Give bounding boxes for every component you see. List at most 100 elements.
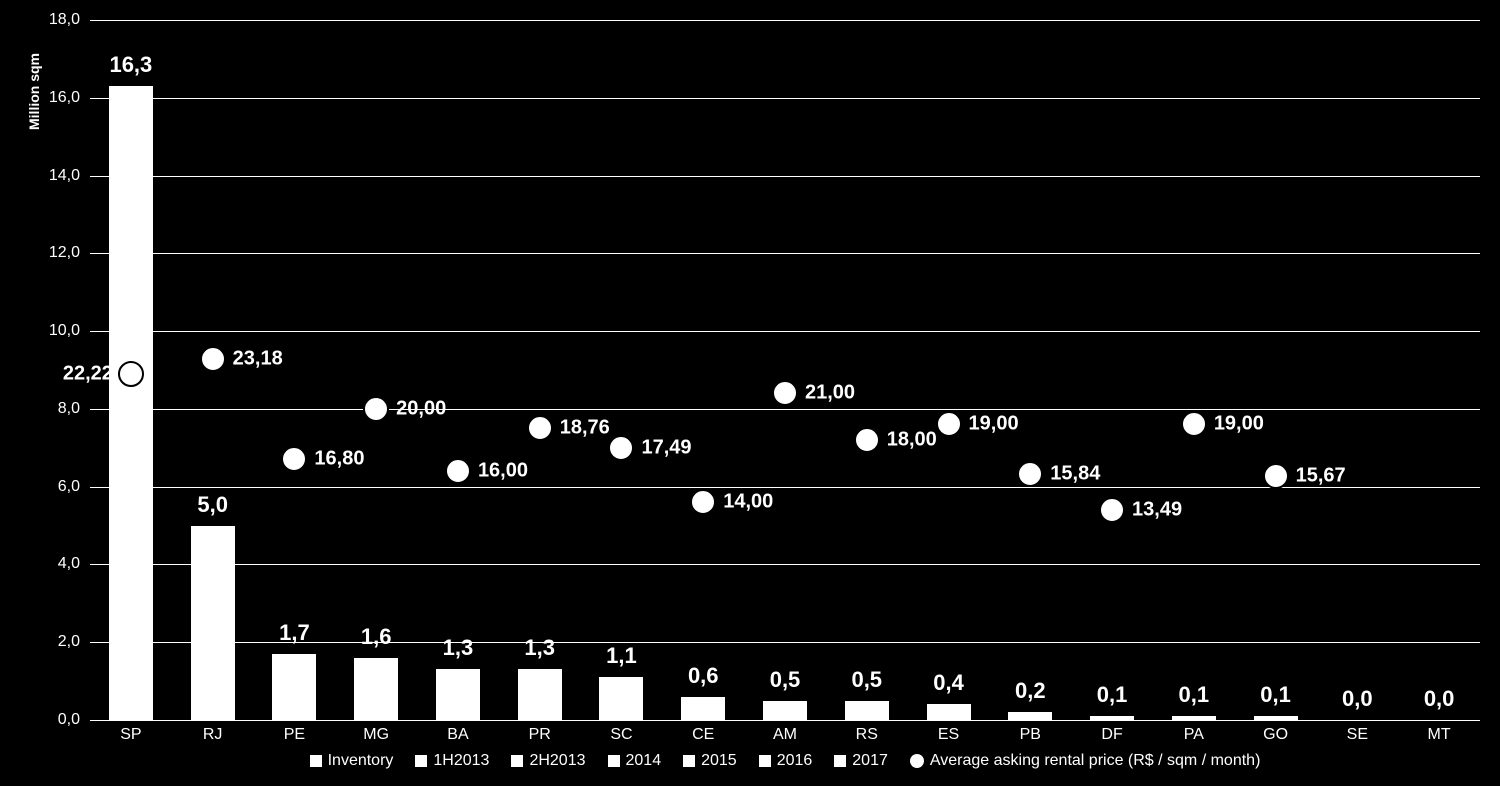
price-label: 15,67 — [1296, 465, 1346, 488]
bar-value-label: 0,1 — [1097, 682, 1128, 708]
legend-box-swatch — [834, 755, 846, 767]
bar-value-label: 0,0 — [1424, 686, 1455, 712]
bar — [1008, 712, 1052, 720]
price-marker — [527, 415, 553, 441]
price-marker — [1099, 497, 1125, 523]
x-tick-label: AM — [773, 726, 797, 744]
price-label: 22,22 — [63, 363, 113, 386]
bar — [191, 526, 235, 720]
legend-label: 2015 — [701, 752, 737, 770]
y-tick-label: 10,0 — [20, 322, 80, 340]
x-axis: SPRJPEMGBAPRSCCEAMRSESPBDFPAGOSEMT — [90, 720, 1480, 750]
price-label: 21,00 — [805, 382, 855, 405]
price-label: 18,76 — [560, 417, 610, 440]
y-tick-label: 6,0 — [20, 478, 80, 496]
bar-value-label: 5,0 — [197, 492, 228, 518]
price-label: 16,80 — [314, 447, 364, 470]
price-marker — [1017, 461, 1043, 487]
legend-item: 2016 — [759, 752, 813, 770]
price-label: 16,00 — [478, 460, 528, 483]
bar — [109, 86, 153, 720]
legend-label: 2017 — [852, 752, 888, 770]
y-tick-label: 2,0 — [20, 633, 80, 651]
y-tick-label: 16,0 — [20, 89, 80, 107]
chart-area: 0,02,04,06,08,010,012,014,016,018,016,35… — [90, 20, 1480, 720]
bar-value-label: 16,3 — [109, 52, 152, 78]
gridline — [90, 20, 1480, 21]
legend-label: 2016 — [777, 752, 813, 770]
y-tick-label: 12,0 — [20, 244, 80, 262]
bar-value-label: 0,1 — [1260, 682, 1291, 708]
x-tick-label: PB — [1020, 726, 1041, 744]
legend-item: 2015 — [683, 752, 737, 770]
price-marker — [854, 427, 880, 453]
bar-value-label: 1,3 — [524, 635, 555, 661]
price-marker — [1181, 411, 1207, 437]
x-tick-label: GO — [1263, 726, 1288, 744]
legend-box-swatch — [759, 755, 771, 767]
legend-label: 2H2013 — [529, 752, 585, 770]
price-label: 17,49 — [641, 436, 691, 459]
legend-box-swatch — [310, 755, 322, 767]
x-tick-label: RS — [856, 726, 878, 744]
y-tick-label: 8,0 — [20, 400, 80, 418]
bar — [272, 654, 316, 720]
x-tick-label: PE — [284, 726, 305, 744]
x-tick-label: BA — [447, 726, 468, 744]
price-marker — [1263, 463, 1289, 489]
legend-box-swatch — [511, 755, 523, 767]
legend-item: 2014 — [608, 752, 662, 770]
y-tick-label: 4,0 — [20, 555, 80, 573]
price-marker — [772, 380, 798, 406]
price-label: 13,49 — [1132, 499, 1182, 522]
bar — [763, 701, 807, 720]
bar-value-label: 0,5 — [851, 667, 882, 693]
bar-value-label: 0,4 — [933, 670, 964, 696]
price-label: 14,00 — [723, 491, 773, 514]
price-label: 20,00 — [396, 397, 446, 420]
price-label: 15,84 — [1050, 462, 1100, 485]
legend-item: 1H2013 — [415, 752, 489, 770]
legend-label: Inventory — [328, 752, 394, 770]
price-marker — [690, 489, 716, 515]
legend-item: 2017 — [834, 752, 888, 770]
gridline — [90, 176, 1480, 177]
bar-value-label: 0,2 — [1015, 678, 1046, 704]
legend-box-swatch — [608, 755, 620, 767]
x-tick-label: ES — [938, 726, 959, 744]
y-tick-label: 0,0 — [20, 711, 80, 729]
x-tick-label: DF — [1101, 726, 1122, 744]
bar-value-label: 1,1 — [606, 643, 637, 669]
y-tick-label: 14,0 — [20, 167, 80, 185]
gridline — [90, 564, 1480, 565]
price-marker — [281, 446, 307, 472]
bar-value-label: 1,6 — [361, 624, 392, 650]
bar — [927, 704, 971, 720]
legend-box-swatch — [683, 755, 695, 767]
x-tick-label: RJ — [203, 726, 223, 744]
bar — [436, 669, 480, 720]
bar-value-label: 1,7 — [279, 620, 310, 646]
legend-box-swatch — [415, 755, 427, 767]
x-tick-label: CE — [692, 726, 714, 744]
bar — [845, 701, 889, 720]
legend-item: 2H2013 — [511, 752, 585, 770]
legend-item: Average asking rental price (R$ / sqm / … — [910, 752, 1261, 770]
plot-area: 0,02,04,06,08,010,012,014,016,018,016,35… — [90, 20, 1480, 720]
price-marker — [200, 346, 226, 372]
x-tick-label: SP — [120, 726, 141, 744]
x-tick-label: SE — [1347, 726, 1368, 744]
legend-label: 1H2013 — [433, 752, 489, 770]
gridline — [90, 409, 1480, 410]
legend-label: Average asking rental price (R$ / sqm / … — [930, 752, 1261, 770]
x-tick-label: PR — [529, 726, 551, 744]
price-label: 19,00 — [969, 413, 1019, 436]
bar-value-label: 0,6 — [688, 663, 719, 689]
legend-item: Inventory — [310, 752, 394, 770]
gridline — [90, 253, 1480, 254]
bar-value-label: 0,1 — [1179, 682, 1210, 708]
x-tick-label: SC — [610, 726, 632, 744]
bar-value-label: 0,0 — [1342, 686, 1373, 712]
price-marker — [936, 411, 962, 437]
y-tick-label: 18,0 — [20, 11, 80, 29]
